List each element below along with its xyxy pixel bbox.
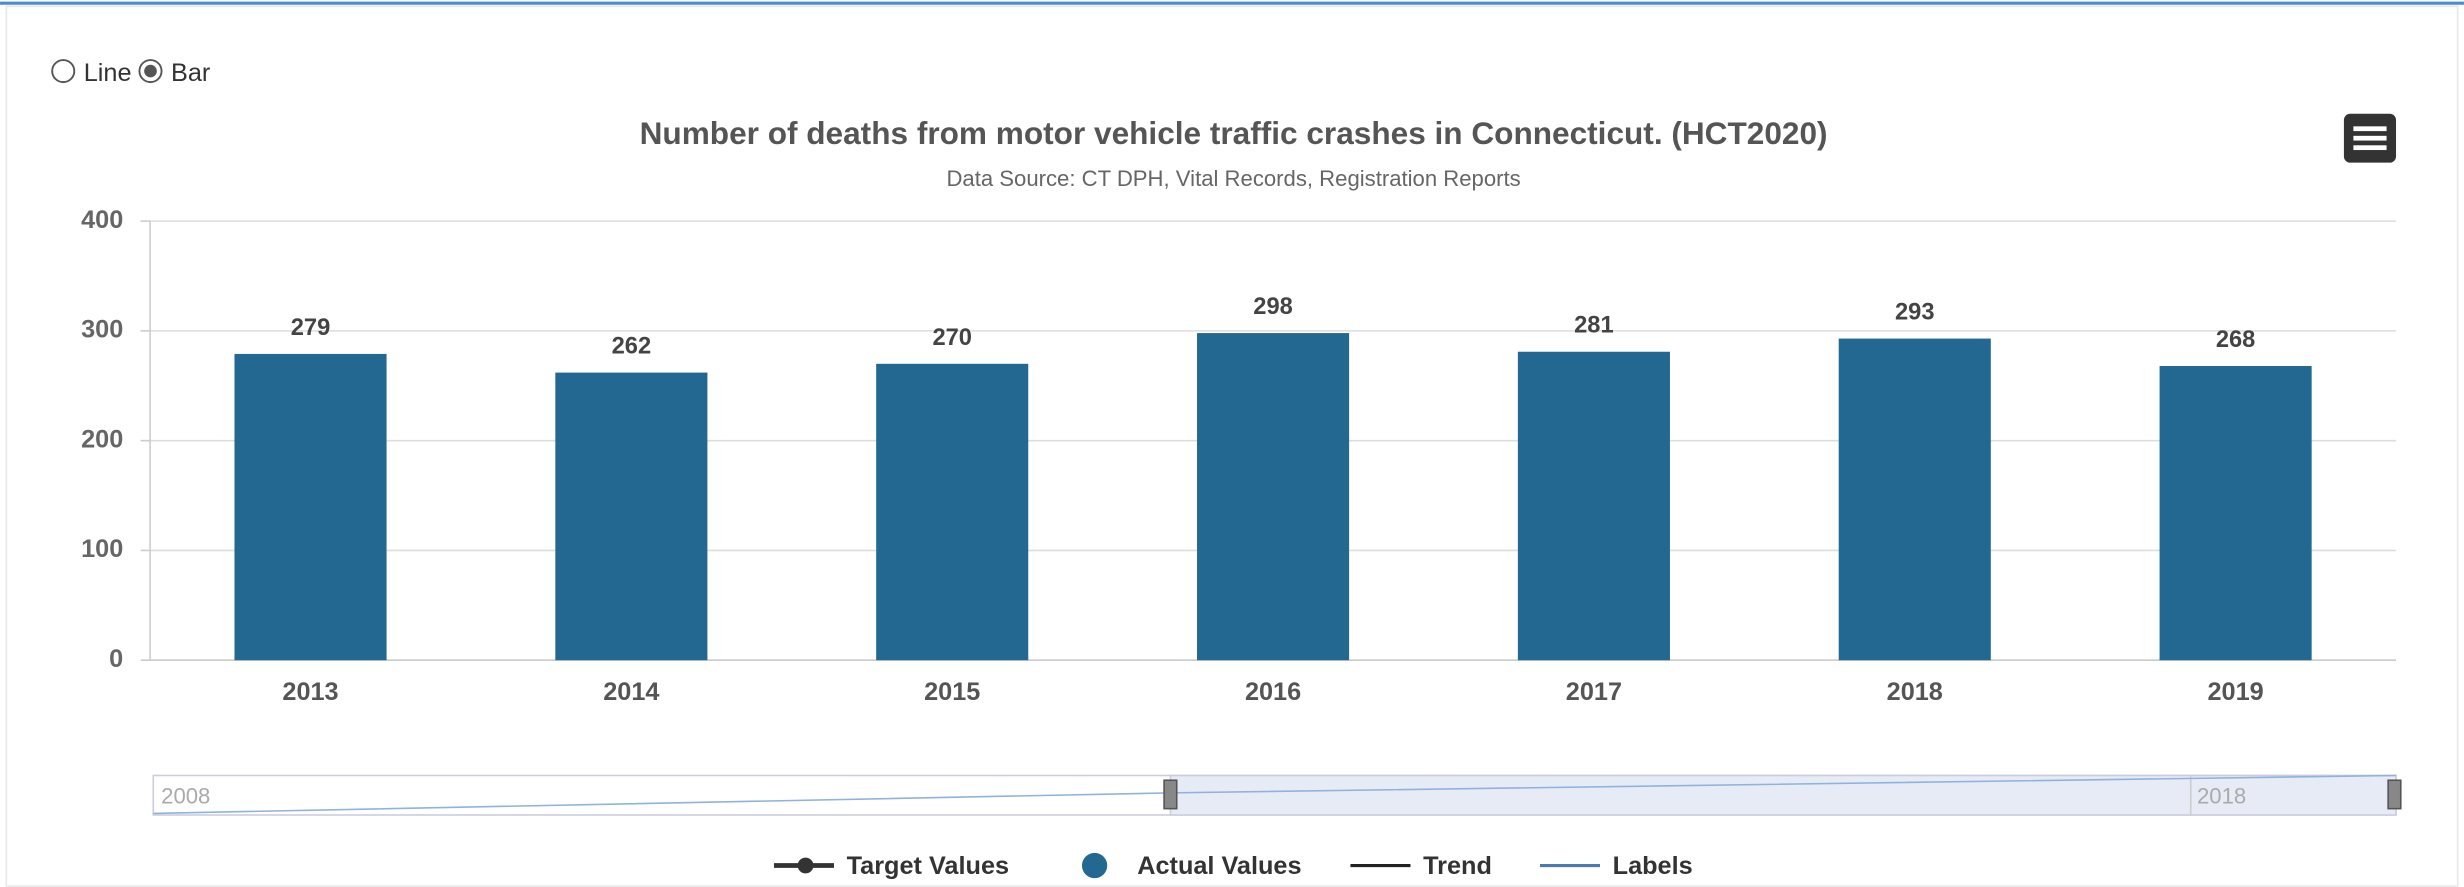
menu-icon-bar bbox=[2353, 126, 2387, 132]
chart-title: Number of deaths from motor vehicle traf… bbox=[640, 115, 1828, 151]
y-tick-label: 400 bbox=[81, 206, 123, 234]
bar bbox=[234, 353, 387, 661]
menu-icon-bar bbox=[2353, 145, 2387, 151]
radio-label[interactable]: Bar bbox=[171, 59, 210, 87]
chart-subtitle: Data Source: CT DPH, Vital Records, Regi… bbox=[946, 166, 1520, 191]
legend-label[interactable]: Trend bbox=[1423, 852, 1492, 880]
x-tick-label: 2013 bbox=[282, 678, 338, 706]
y-tick-label: 100 bbox=[81, 535, 123, 563]
radio-button[interactable] bbox=[51, 59, 76, 84]
data-label: 298 bbox=[1253, 294, 1293, 320]
navigator-label: 2018 bbox=[2197, 783, 2246, 808]
frame bbox=[5, 5, 2459, 887]
menu-icon-bar bbox=[2353, 135, 2387, 141]
data-label: 268 bbox=[2216, 327, 2256, 353]
bar bbox=[1838, 338, 1991, 661]
x-tick-label: 2017 bbox=[1566, 678, 1622, 706]
legend-label[interactable]: Target Values bbox=[847, 852, 1009, 880]
radio-label[interactable]: Line bbox=[84, 59, 132, 87]
bar bbox=[1517, 351, 1670, 661]
x-tick-label: 2015 bbox=[924, 678, 980, 706]
bar bbox=[876, 363, 1029, 661]
legend-symbol[interactable] bbox=[1081, 852, 1108, 879]
navigator-handle[interactable] bbox=[1163, 779, 1178, 810]
bar bbox=[1197, 333, 1350, 661]
navigator: 2008 2018 bbox=[152, 774, 2402, 816]
legend-symbol[interactable] bbox=[797, 857, 814, 874]
x-tick-label: 2018 bbox=[1887, 678, 1943, 706]
bar bbox=[2159, 366, 2312, 661]
navigator-selection[interactable] bbox=[1169, 774, 2397, 816]
data-label: 281 bbox=[1574, 313, 1614, 339]
y-tick-label: 0 bbox=[109, 645, 123, 673]
x-tick-label: 2019 bbox=[2207, 678, 2263, 706]
data-label: 262 bbox=[612, 334, 652, 360]
legend-label[interactable]: Actual Values bbox=[1137, 852, 1301, 880]
bar bbox=[555, 372, 708, 661]
data-label: 270 bbox=[932, 325, 972, 351]
x-tick-label: 2014 bbox=[603, 678, 659, 706]
data-label: 279 bbox=[291, 315, 331, 341]
data-label: 293 bbox=[1895, 300, 1935, 326]
navigator-label: 2008 bbox=[161, 783, 210, 808]
x-tick-label: 2016 bbox=[1245, 678, 1301, 706]
legend-label[interactable]: Labels bbox=[1613, 852, 1693, 880]
menu-button[interactable] bbox=[2343, 113, 2397, 163]
y-tick-label: 200 bbox=[81, 425, 123, 453]
y-tick-label: 300 bbox=[81, 316, 123, 344]
navigator-handle[interactable] bbox=[2387, 779, 2402, 810]
radio-dot[interactable] bbox=[144, 64, 157, 78]
